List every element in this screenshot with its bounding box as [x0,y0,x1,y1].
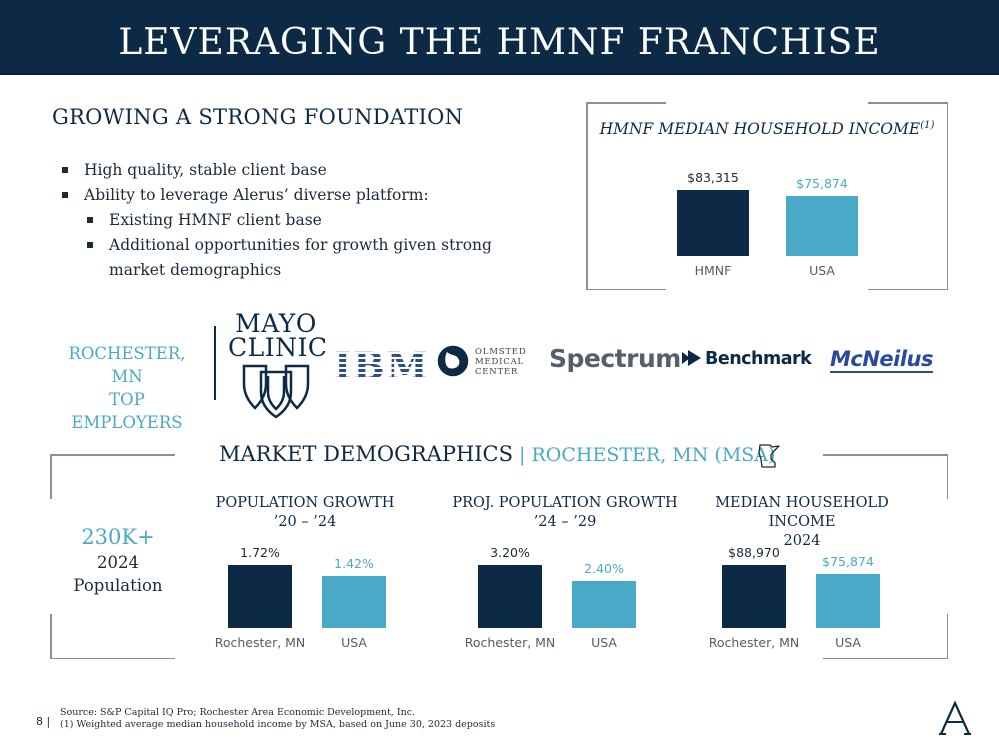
bar-rochester-mn [228,565,292,628]
olmsted-line3: CENTER [475,367,519,377]
category-label: USA [835,635,861,650]
minnesota-outline-icon [758,444,780,468]
proj-population-growth-title-line2: ’24 – ’29 [533,514,597,530]
population-stat-value: 230K+ [81,525,155,549]
top-employers-label-line2: TOP EMPLOYERS [71,390,183,432]
source-line: Source: S&P Capital IQ Pro; Rochester Ar… [60,707,416,718]
spectrum-arrow-icon [681,352,690,364]
hmnf-income-title: HMNF MEDIAN HOUSEHOLD INCOME(1) [586,120,948,138]
demographics-heading-text: MARKET DEMOGRAPHICS [219,442,514,466]
demographics-heading: MARKET DEMOGRAPHICS | ROCHESTER, MN (MSA… [219,442,775,466]
employers-divider [214,326,216,400]
demographics-subheading: ROCHESTER, MN (MSA) [531,444,776,466]
page-number: 8 | [36,715,51,728]
foundation-bullets: High quality, stable client base Ability… [62,158,532,283]
data-label: 3.20% [490,545,530,560]
bar-usa [322,576,386,628]
data-label: $83,315 [687,170,739,185]
spectrum-logo-text: Spectrum [549,344,681,373]
bar-usa [786,196,858,256]
benchmark-arrow-icon [688,350,701,366]
ibm-logo: IBM [334,344,430,388]
category-label: Rochester, MN [464,635,556,650]
sub-bullet-item: Additional opportunities for growth give… [87,233,532,283]
foundation-heading: GROWING A STRONG FOUNDATION [52,105,464,129]
mcneilus-logo-text: McNeilus [830,347,934,373]
data-label: $88,970 [728,545,780,560]
bar-rochester-mn [722,565,786,628]
category-label: Rochester, MN [708,635,800,650]
top-employers-label-line1: ROCHESTER, MN [68,344,186,386]
category-label: HMNF [694,263,732,278]
olmsted-line1: OLMSTED [475,347,527,357]
mayo-logo-line1: MAYO [235,309,317,338]
data-label: 1.42% [334,556,374,571]
data-label: $75,874 [822,554,874,569]
footnote-line: (1) Weighted average median household in… [60,719,496,730]
heading-separator: | [513,444,532,466]
olmsted-line2: MEDICAL [475,357,524,367]
category-label: Rochester, MN [214,635,306,650]
bar-usa [572,581,636,628]
mayo-logo-line2: CLINIC [228,333,328,362]
alerus-a-logo-icon [939,700,971,735]
top-employers-label: ROCHESTER, MN TOP EMPLOYERS [52,342,202,434]
bar-rochester-mn [478,565,542,628]
hmnf-income-frame [586,102,948,290]
source-note: Source: S&P Capital IQ Pro; Rochester Ar… [60,707,495,731]
population-growth-title-line2: ’20 – ’24 [273,514,337,530]
benchmark-logo: Benchmark [688,349,812,369]
mayo-clinic-logo: MAYO CLINIC [228,309,328,419]
bar-hmnf [677,190,749,256]
benchmark-logo-text: Benchmark [705,349,812,369]
page-title: LEVERAGING THE HMNF FRANCHISE [118,22,881,63]
olmsted-medical-center-logo: OLMSTED MEDICAL CENTER [437,342,537,382]
median-income-2024-title-line2: 2024 [783,533,821,549]
population-growth-title-line1: POPULATION GROWTH [215,495,395,511]
mcneilus-logo: McNeilus [830,347,934,373]
population-growth-title: POPULATION GROWTH ’20 – ’24 [205,494,405,532]
proj-population-growth-title-line1: PROJ. POPULATION GROWTH [452,495,678,511]
mayo-shields-icon [242,364,310,419]
footnote-marker: (1) [920,120,935,131]
spectrum-logo: Spectrum [549,344,690,373]
data-label: 2.40% [584,561,624,576]
title-bar: LEVERAGING THE HMNF FRANCHISE [0,0,999,75]
olmsted-globe-icon [437,345,469,377]
bullet-item: Ability to leverage Alerus’ diverse plat… [62,183,532,208]
median-income-2024-title-line1: MEDIAN HOUSEHOLD INCOME [715,495,889,530]
population-stat-year: 2024 [97,553,139,572]
demographics-frame [50,454,948,659]
category-label: USA [341,635,367,650]
sub-bullet-item: Existing HMNF client base [87,208,532,233]
median-income-2024-title: MEDIAN HOUSEHOLD INCOME 2024 [682,494,922,551]
bar-usa [816,574,880,628]
data-label: 1.72% [240,545,280,560]
ibm-logo-text: IBM [334,344,430,388]
data-label: $75,874 [796,176,848,191]
category-label: USA [591,635,617,650]
population-stat-label: Population [73,576,163,595]
hmnf-income-title-text: HMNF MEDIAN HOUSEHOLD INCOME [599,120,921,139]
proj-population-growth-title: PROJ. POPULATION GROWTH ’24 – ’29 [440,494,690,532]
category-label: USA [809,263,835,278]
bullet-item: High quality, stable client base [62,158,532,183]
